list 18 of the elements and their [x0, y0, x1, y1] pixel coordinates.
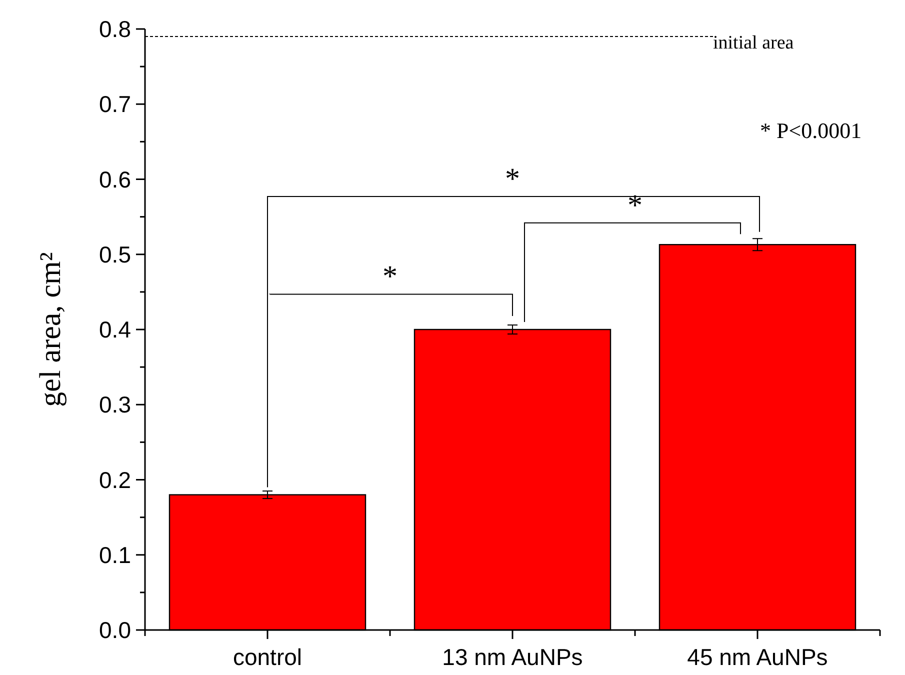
y-tick-label: 0.6 — [99, 166, 131, 192]
y-tick-label: 0.3 — [99, 392, 131, 418]
x-tick-label: 13 nm AuNPs — [442, 644, 583, 670]
y-tick-label: 0.8 — [99, 16, 131, 42]
x-tick-label: 45 nm AuNPs — [687, 644, 828, 670]
annotation: * P<0.0001 — [760, 118, 862, 143]
annotation: * — [382, 260, 398, 294]
y-tick-label: 0.7 — [99, 91, 131, 118]
annotation: * — [628, 188, 642, 222]
y-tick-label: 0.5 — [99, 241, 131, 268]
y-tick-label: 0.4 — [99, 316, 132, 342]
y-tick-label: 0.2 — [99, 466, 131, 493]
x-tick-label: control — [232, 644, 302, 670]
ref-line-label: initial area — [713, 32, 794, 54]
y-axis-title: gel area, cm² — [34, 252, 67, 407]
annotation: * — [505, 162, 520, 196]
y-tick-label: 0.0 — [99, 617, 131, 643]
y-tick-label: 0.1 — [99, 542, 131, 568]
